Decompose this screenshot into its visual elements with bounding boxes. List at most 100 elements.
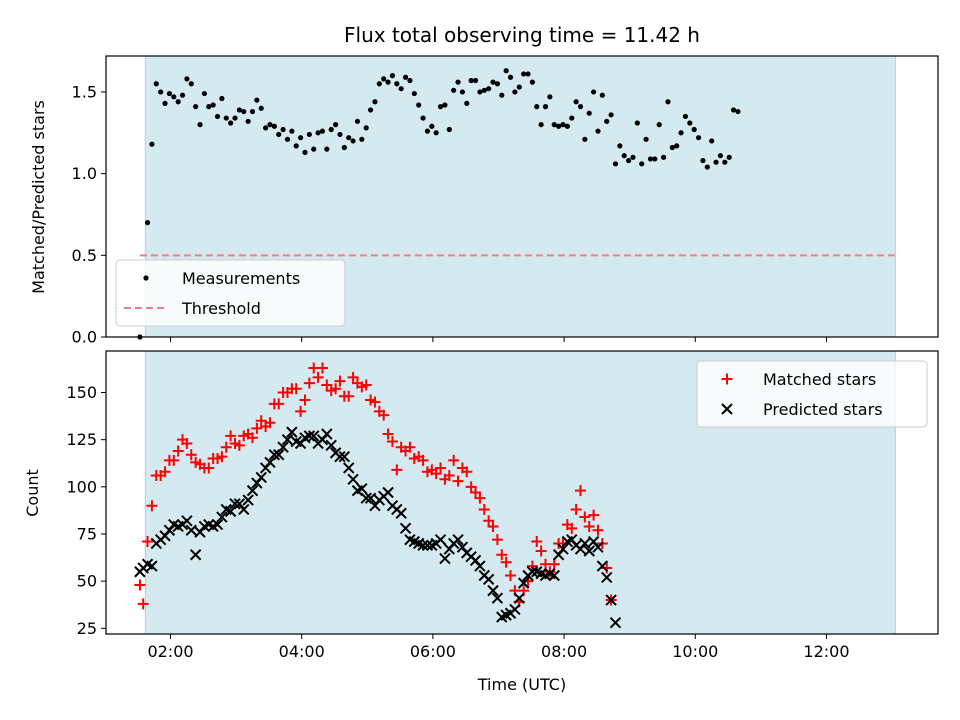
measurement-point	[538, 122, 544, 128]
matched-star-point	[264, 417, 276, 429]
matched-star-point	[216, 451, 228, 463]
matched-star-point	[500, 556, 512, 568]
matched-star-point	[548, 558, 560, 570]
matched-star-point	[474, 492, 486, 504]
matched-star-point	[478, 503, 490, 515]
legend-label: Matched stars	[763, 370, 876, 389]
top-plot: 0.0 0.5 1.0 1.5 Measurements Threshold	[72, 55, 939, 347]
measurement-point	[704, 164, 710, 170]
measurement-point	[525, 71, 531, 77]
predicted-star-point	[491, 592, 504, 604]
matched-star-point	[137, 598, 149, 610]
measurement-point	[197, 122, 203, 128]
matched-star-point	[299, 394, 311, 406]
measurement-point	[595, 128, 601, 134]
matched-star-point	[448, 454, 460, 466]
predicted-star-point	[601, 571, 613, 584]
measurement-point	[468, 77, 474, 84]
measurement-point	[586, 110, 592, 116]
predicted-star-point	[482, 573, 495, 585]
measurement-point	[293, 143, 299, 149]
measurement-point	[617, 143, 623, 149]
bottom-series-1	[134, 426, 622, 629]
matched-star-point	[487, 520, 499, 532]
measurement-point	[302, 149, 308, 155]
measurement-point	[175, 99, 181, 105]
predicted-star-point	[347, 473, 359, 486]
predicted-star-point	[334, 450, 346, 463]
top-series-0	[137, 68, 741, 340]
measurement-point	[354, 118, 361, 124]
measurement-point	[464, 100, 470, 106]
matched-star-point	[251, 422, 263, 434]
predicted-star-point	[382, 486, 394, 499]
predicted-star-point	[417, 539, 429, 552]
measurement-point	[381, 76, 387, 82]
matched-star-point	[142, 536, 154, 548]
measurement-point	[337, 131, 343, 138]
predicted-star-point	[242, 494, 254, 506]
matched-star-point	[505, 570, 517, 582]
measurement-point	[328, 126, 334, 133]
measurement-point	[713, 159, 719, 165]
predicted-star-point	[255, 471, 267, 484]
measurement-point	[166, 90, 173, 97]
predicted-star-point	[592, 541, 604, 553]
matched-star-point	[391, 464, 403, 476]
predicted-star-point	[146, 560, 158, 572]
measurement-point	[486, 86, 492, 92]
measurement-point	[267, 122, 273, 128]
top-legend: Measurements Threshold	[115, 259, 346, 327]
matched-star-point	[303, 377, 315, 389]
top-y-tick-label: 0.0	[72, 328, 97, 347]
measurement-point	[455, 79, 461, 85]
measurement-point	[582, 136, 588, 142]
measurement-point	[210, 102, 216, 108]
measurement-point	[284, 136, 291, 142]
measurement-point	[402, 74, 409, 80]
measurement-point	[529, 79, 535, 85]
matched-star-point	[295, 405, 307, 417]
matched-star-point	[496, 549, 508, 561]
matched-star-point	[465, 481, 477, 493]
measurement-point	[188, 81, 194, 87]
bottom-y-tick-label: 125	[66, 430, 97, 449]
measurement-point	[158, 89, 164, 95]
predicted-star-point	[548, 569, 560, 582]
measurement-point	[569, 115, 575, 121]
measurement-point	[424, 128, 431, 134]
measurement-point	[459, 89, 466, 95]
matched-star-point	[404, 441, 416, 453]
bottom-y-tick-label: 150	[66, 383, 97, 402]
predicted-star-point	[238, 503, 250, 516]
top-legend-box	[115, 259, 346, 327]
measurement-point	[350, 138, 356, 144]
measurement-point	[521, 71, 527, 77]
measurement-point	[490, 79, 496, 85]
bottom-series-0	[134, 362, 617, 610]
predicted-star-point	[321, 428, 333, 440]
bottom-legend-box	[696, 360, 928, 428]
measurement-point	[674, 143, 680, 149]
measurement-point	[604, 118, 610, 124]
measurement-point	[634, 120, 640, 126]
measurement-point	[223, 115, 229, 121]
measurement-point	[298, 135, 304, 141]
measurement-point	[271, 123, 277, 129]
measurement-point	[643, 136, 649, 142]
matched-star-point	[312, 371, 324, 383]
measurement-point	[660, 154, 667, 160]
measurement-point	[263, 125, 269, 131]
predicted-star-point	[452, 533, 464, 546]
measurement-point	[398, 86, 404, 92]
measurement-point	[591, 89, 597, 95]
matched-star-point	[382, 428, 394, 440]
matched-star-point	[255, 415, 267, 427]
legend-matched-swatch	[721, 373, 733, 385]
measurement-point	[656, 122, 662, 128]
predicted-star-point	[338, 450, 351, 463]
bottom-y-tick-label: 75	[77, 525, 97, 544]
measurement-point	[429, 123, 435, 129]
matched-star-point	[247, 432, 259, 444]
bottom-y-tick-label: 25	[77, 619, 97, 638]
